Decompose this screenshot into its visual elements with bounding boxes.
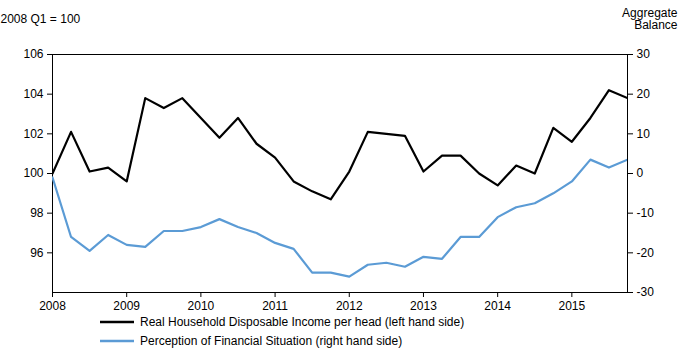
svg-text:AggregateBalance: AggregateBalance bbox=[622, 6, 678, 32]
html-text:Real Household Disposable Inco: Real Household Disposable Income per hea… bbox=[140, 314, 465, 329]
html-text:Perception of Financial Situat: Perception of Financial Situation (right… bbox=[140, 333, 403, 348]
svg-text:104: 104 bbox=[23, 87, 43, 101]
svg-text:2010: 2010 bbox=[188, 299, 215, 312]
svg-text:2008: 2008 bbox=[39, 299, 66, 312]
svg-text:-10: -10 bbox=[637, 206, 655, 220]
svg-text:2012: 2012 bbox=[336, 299, 363, 312]
svg-text:-20: -20 bbox=[637, 246, 655, 260]
svg-text:102: 102 bbox=[23, 127, 43, 141]
svg-text:106: 106 bbox=[23, 47, 43, 61]
svg-text:0: 0 bbox=[637, 166, 644, 180]
svg-text:2015: 2015 bbox=[559, 299, 586, 312]
svg-text:30: 30 bbox=[637, 47, 651, 61]
svg-text:2014: 2014 bbox=[484, 299, 511, 312]
svg-text:2008 Q1 = 100: 2008 Q1 = 100 bbox=[1, 12, 81, 26]
svg-text:2009: 2009 bbox=[113, 299, 140, 312]
svg-text:100: 100 bbox=[23, 166, 43, 180]
svg-text:10: 10 bbox=[637, 127, 651, 141]
svg-text:98: 98 bbox=[30, 206, 44, 220]
svg-text:2011: 2011 bbox=[262, 299, 288, 312]
svg-text:96: 96 bbox=[30, 246, 44, 260]
svg-text:20: 20 bbox=[637, 87, 651, 101]
svg-text:-30: -30 bbox=[637, 285, 655, 299]
svg-text:2013: 2013 bbox=[410, 299, 437, 312]
